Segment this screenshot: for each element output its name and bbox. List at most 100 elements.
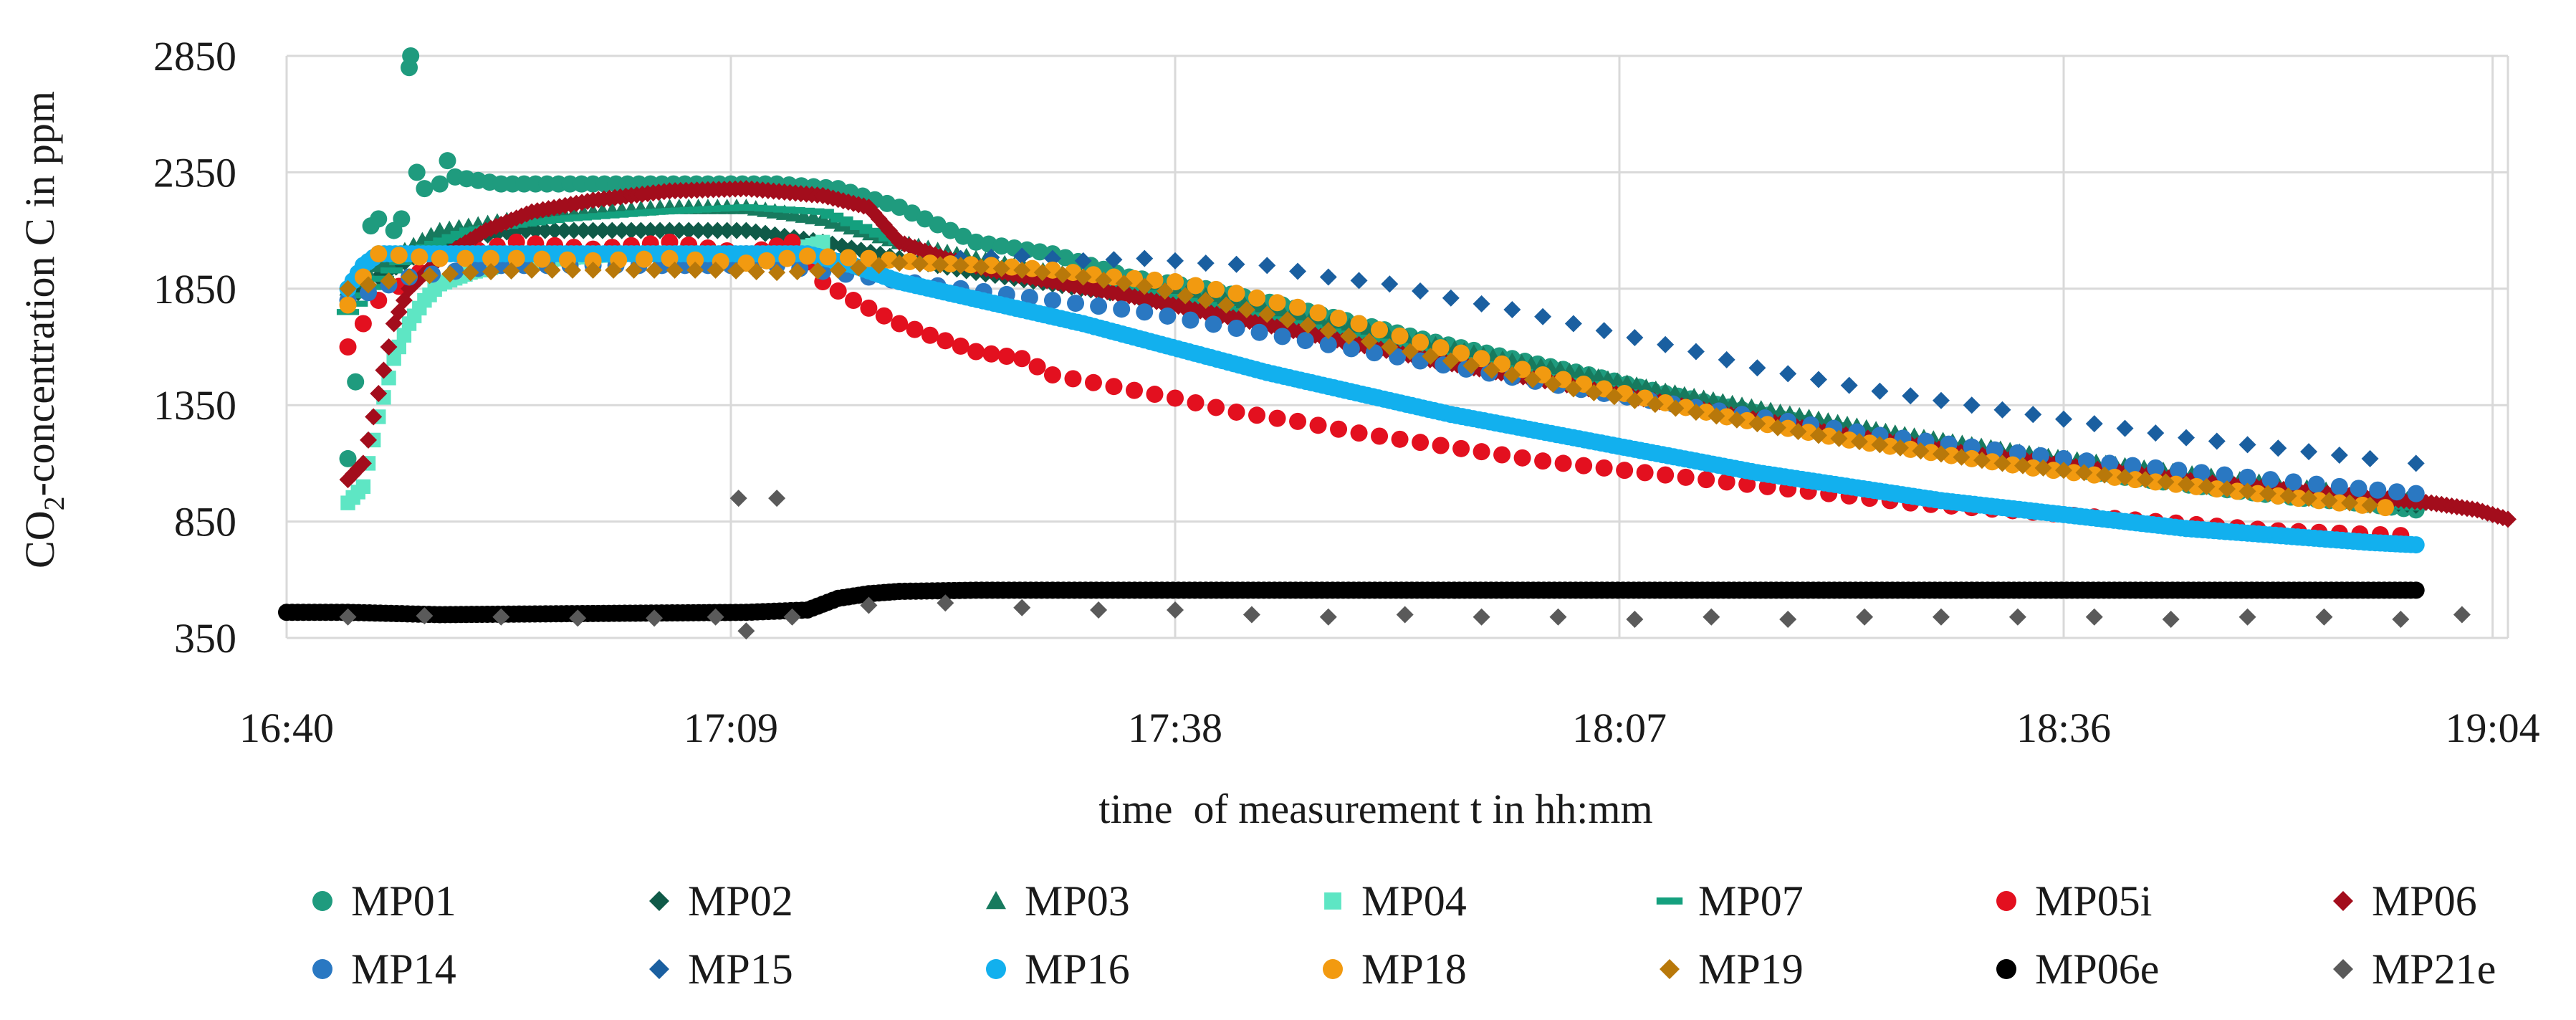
data-point	[380, 272, 398, 290]
data-point	[1330, 309, 1348, 327]
data-point	[1090, 297, 1108, 315]
y-tick-label: 1850	[153, 266, 236, 313]
data-point	[1442, 289, 1460, 307]
data-point	[1871, 436, 1889, 454]
data-point	[2499, 510, 2517, 528]
data-point	[492, 608, 510, 626]
data-point	[1473, 295, 1490, 313]
legend-marker	[2333, 959, 2353, 979]
data-point	[1391, 430, 1409, 448]
data-point	[1748, 359, 1766, 377]
legend-marker	[649, 959, 669, 979]
data-point	[2330, 477, 2348, 495]
legend-label: MP07	[1698, 877, 1804, 925]
data-point	[401, 268, 418, 286]
data-point	[431, 249, 449, 267]
data-point	[370, 210, 388, 228]
data-point	[565, 221, 583, 239]
data-point	[1031, 243, 1049, 261]
data-point	[433, 237, 456, 244]
data-point	[2198, 477, 2216, 495]
data-point	[2261, 471, 2279, 489]
series-mp01	[339, 47, 2425, 519]
legend-item-mp15: MP15	[649, 945, 793, 993]
legend-item-mp01: MP01	[312, 877, 456, 925]
data-point	[1084, 373, 1102, 391]
data-point	[380, 267, 403, 274]
data-point	[584, 261, 602, 279]
legend-label: MP06	[2372, 877, 2477, 925]
data-point	[1319, 608, 1337, 626]
data-point	[2024, 406, 2042, 424]
data-point	[839, 249, 857, 267]
data-point	[830, 216, 853, 223]
data-point	[2350, 480, 2367, 497]
data-point	[370, 384, 388, 402]
y-tick-label: 350	[174, 615, 236, 662]
data-point	[1309, 304, 1327, 322]
data-point	[829, 282, 847, 300]
data-point	[1381, 338, 1399, 356]
data-point	[747, 262, 765, 280]
data-point	[783, 608, 801, 626]
data-point	[911, 255, 929, 273]
data-point	[1207, 399, 1225, 416]
data-point	[1296, 332, 1314, 350]
data-point	[707, 261, 724, 279]
data-point	[952, 337, 969, 355]
data-point	[1136, 303, 1154, 321]
series-mp15	[952, 247, 2425, 472]
legend-label: MP15	[688, 945, 793, 993]
data-point	[1340, 327, 1358, 345]
data-point	[1319, 335, 1337, 353]
data-point	[1432, 339, 1450, 357]
data-point	[1779, 365, 1797, 383]
legend-marker	[1656, 897, 1683, 905]
data-point	[699, 221, 717, 239]
data-point	[903, 204, 921, 222]
data-point	[2259, 485, 2277, 502]
data-point	[1595, 459, 1613, 477]
data-point	[1657, 466, 1675, 484]
data-point	[632, 221, 650, 239]
y-tick-label: 2350	[153, 149, 236, 196]
data-point	[1342, 340, 1360, 358]
data-point	[2239, 608, 2256, 626]
data-point	[1136, 277, 1154, 295]
data-point	[1534, 452, 1552, 470]
data-point	[386, 351, 401, 366]
data-point	[2078, 452, 2096, 470]
data-point	[1718, 473, 1735, 491]
data-point	[954, 227, 972, 245]
data-point	[2055, 410, 2072, 428]
data-point	[2341, 494, 2359, 512]
data-point	[482, 262, 500, 280]
data-point	[840, 220, 863, 227]
data-point	[1677, 468, 1695, 486]
y-tick-label: 2850	[153, 33, 236, 80]
data-point	[1585, 383, 1603, 401]
legend-item-mp06: MP06	[2333, 877, 2477, 925]
data-point	[2055, 449, 2072, 467]
data-point	[2034, 459, 2052, 477]
data-point	[1564, 380, 1582, 398]
legend: MP01 MP02 MP03 MP04 MP07 MP05i MP06 MP14 MP15 MP1…	[312, 877, 2496, 993]
data-point	[1227, 320, 1245, 338]
data-point	[737, 622, 755, 640]
data-point	[1391, 327, 1409, 345]
data-point	[1401, 343, 1419, 361]
data-point	[1748, 415, 1766, 433]
data-point	[1809, 426, 1827, 444]
x-tick-label: 17:09	[684, 705, 778, 751]
data-point	[929, 216, 947, 234]
data-point	[1187, 394, 1205, 411]
data-point	[2116, 468, 2134, 486]
data-point	[1136, 249, 1154, 267]
data-point	[370, 245, 388, 263]
data-point	[1861, 434, 1879, 452]
data-point	[2407, 485, 2425, 502]
data-point	[1412, 282, 1430, 300]
data-point	[1350, 315, 1368, 333]
data-point	[365, 408, 383, 426]
data-point	[1830, 429, 1848, 447]
